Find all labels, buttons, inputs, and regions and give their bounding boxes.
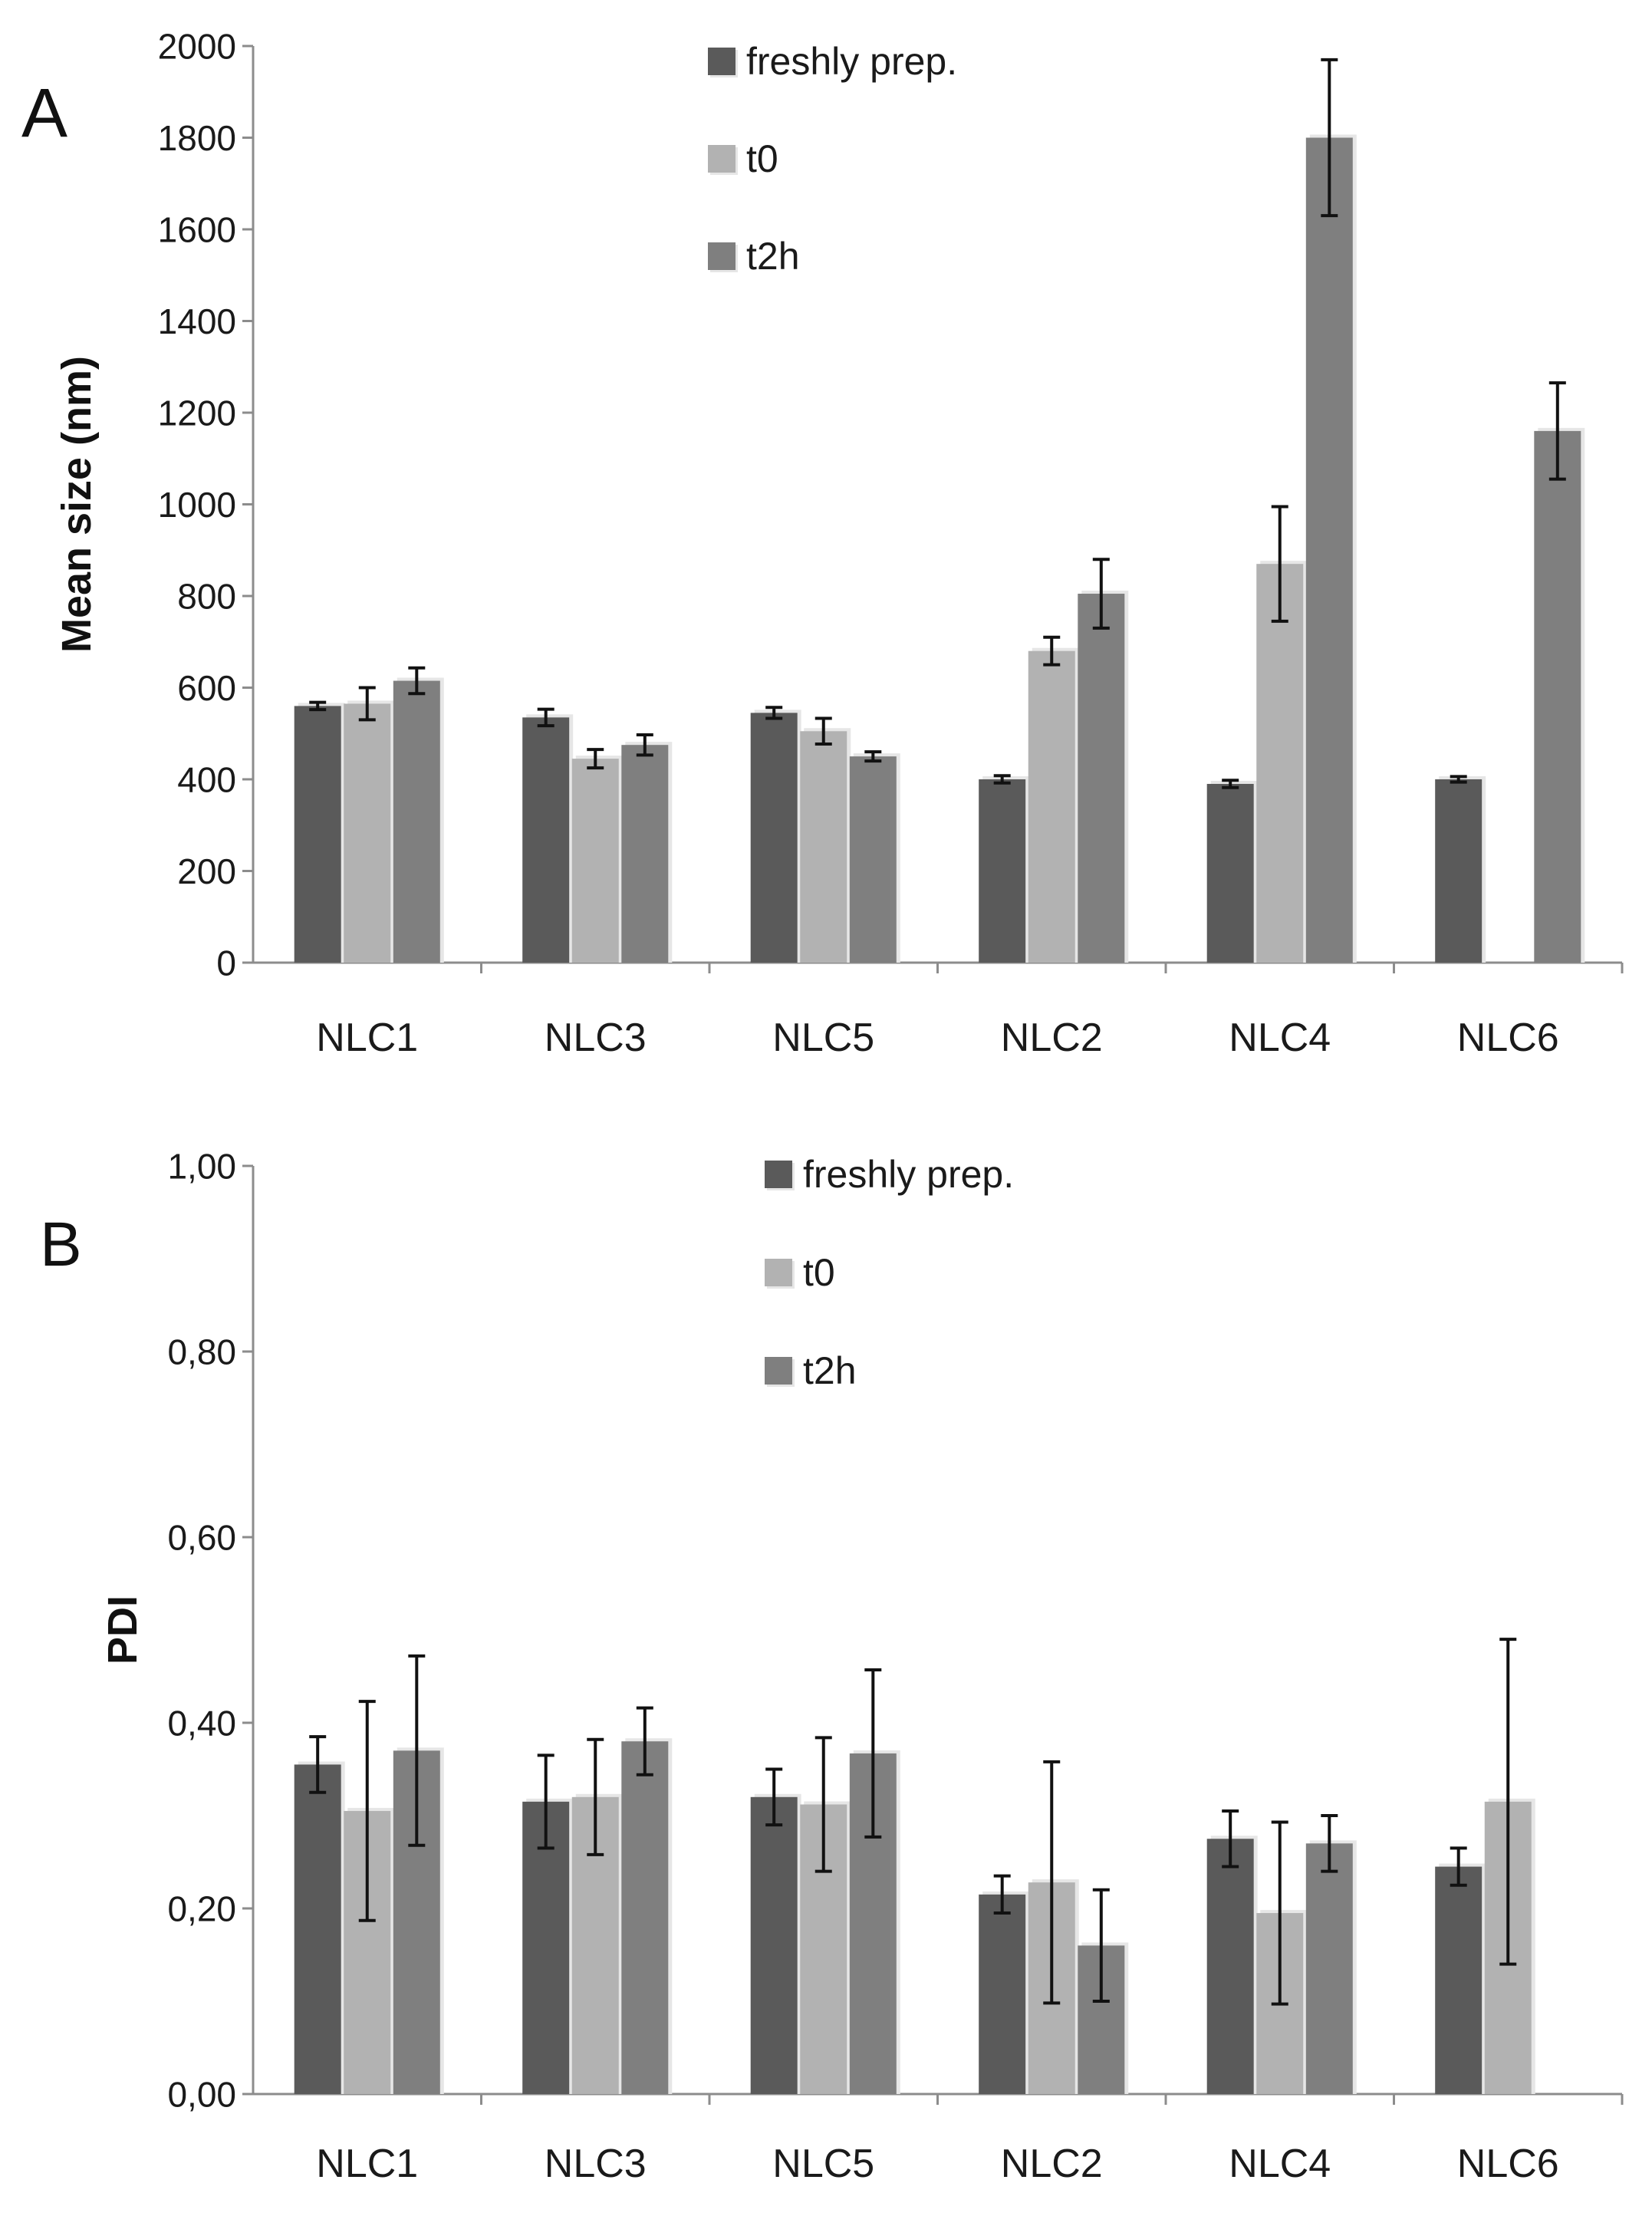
x-category-label: NLC6 <box>1457 2142 1559 2186</box>
bar <box>1534 430 1581 963</box>
x-category-label: NLC3 <box>545 1016 647 1060</box>
y-tick-label: 0,40 <box>167 1704 236 1743</box>
bar <box>849 756 897 963</box>
bar <box>750 1796 798 2094</box>
x-category-label: NLC2 <box>1001 2142 1103 2186</box>
bar <box>800 731 847 963</box>
bar <box>979 779 1026 963</box>
bar <box>621 745 669 963</box>
x-category-label: NLC4 <box>1229 1016 1331 1060</box>
y-tick-label: 0,00 <box>167 2075 236 2115</box>
y-axis-title: Mean size (nm) <box>54 356 100 653</box>
y-tick-label: 0,20 <box>167 1889 236 1929</box>
y-tick-label: 400 <box>177 760 236 800</box>
bar <box>750 713 798 963</box>
bar <box>979 1894 1026 2094</box>
x-category-label: NLC1 <box>316 1016 418 1060</box>
x-category-label: NLC3 <box>545 2142 647 2186</box>
legend-label: t0 <box>803 1251 835 1294</box>
x-category-label: NLC5 <box>772 2142 874 2186</box>
y-tick-label: 1000 <box>158 485 236 525</box>
panel-label: A <box>21 75 67 152</box>
y-tick-label: 200 <box>177 851 236 891</box>
legend-label: t0 <box>746 137 778 180</box>
legend-swatch <box>765 1357 792 1385</box>
y-tick-label: 1800 <box>158 118 236 158</box>
bar <box>393 680 440 963</box>
y-tick-label: 0 <box>216 943 236 983</box>
bar <box>1305 137 1353 963</box>
y-tick-label: 0,80 <box>167 1332 236 1372</box>
panel-label: B <box>40 1210 82 1279</box>
legend-label: freshly prep. <box>803 1153 1014 1196</box>
y-tick-label: 1,00 <box>167 1147 236 1187</box>
chart-panel-a: A 0 200 400 600 800 1000 1200 1400 1600 1800 2000 Me… <box>21 27 1624 1060</box>
bar <box>1206 783 1254 963</box>
x-category-label: NLC1 <box>316 2142 418 2186</box>
y-tick-label: 0,60 <box>167 1518 236 1558</box>
legend-swatch <box>765 1259 792 1286</box>
legend-swatch <box>708 242 736 270</box>
legend-label: t2h <box>803 1349 857 1392</box>
legend-swatch <box>765 1161 792 1188</box>
y-tick-label: 800 <box>177 577 236 617</box>
y-tick-label: 1400 <box>158 301 236 341</box>
y-tick-label: 1200 <box>158 393 236 433</box>
legend-label: t2h <box>746 235 800 278</box>
bar <box>1078 594 1125 963</box>
bar <box>621 1741 669 2094</box>
legend-swatch <box>708 48 736 75</box>
bar <box>1435 1866 1483 2094</box>
y-tick-label: 2000 <box>158 27 236 67</box>
x-category-label: NLC4 <box>1229 2142 1331 2186</box>
bar <box>1256 564 1304 963</box>
chart-panel-b: B 0,00 0,20 0,40 0,60 0,80 1,00 PDI NLC1 NLC3 NLC5… <box>40 1147 1624 2186</box>
bar <box>1435 779 1483 963</box>
y-axis-title: PDI <box>100 1595 146 1664</box>
bar <box>1305 1843 1353 2094</box>
bar <box>294 706 341 963</box>
legend-swatch <box>708 145 736 173</box>
x-category-label: NLC2 <box>1001 1016 1103 1060</box>
x-category-label: NLC5 <box>772 1016 874 1060</box>
x-category-label: NLC6 <box>1457 1016 1559 1060</box>
bar <box>294 1764 341 2094</box>
bar <box>571 759 619 963</box>
bar <box>1028 650 1075 963</box>
bar <box>522 717 570 963</box>
bar <box>522 1801 570 2094</box>
bar <box>1206 1839 1254 2094</box>
y-tick-label: 600 <box>177 668 236 708</box>
bar <box>344 703 391 963</box>
legend-label: freshly prep. <box>746 40 957 83</box>
y-tick-label: 1600 <box>158 210 236 250</box>
